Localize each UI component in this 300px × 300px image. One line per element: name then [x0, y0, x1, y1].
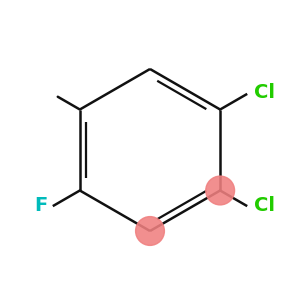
Circle shape	[136, 217, 164, 245]
Text: Cl: Cl	[254, 83, 274, 103]
Circle shape	[206, 176, 235, 205]
Text: Cl: Cl	[254, 196, 274, 215]
Text: F: F	[34, 196, 48, 215]
